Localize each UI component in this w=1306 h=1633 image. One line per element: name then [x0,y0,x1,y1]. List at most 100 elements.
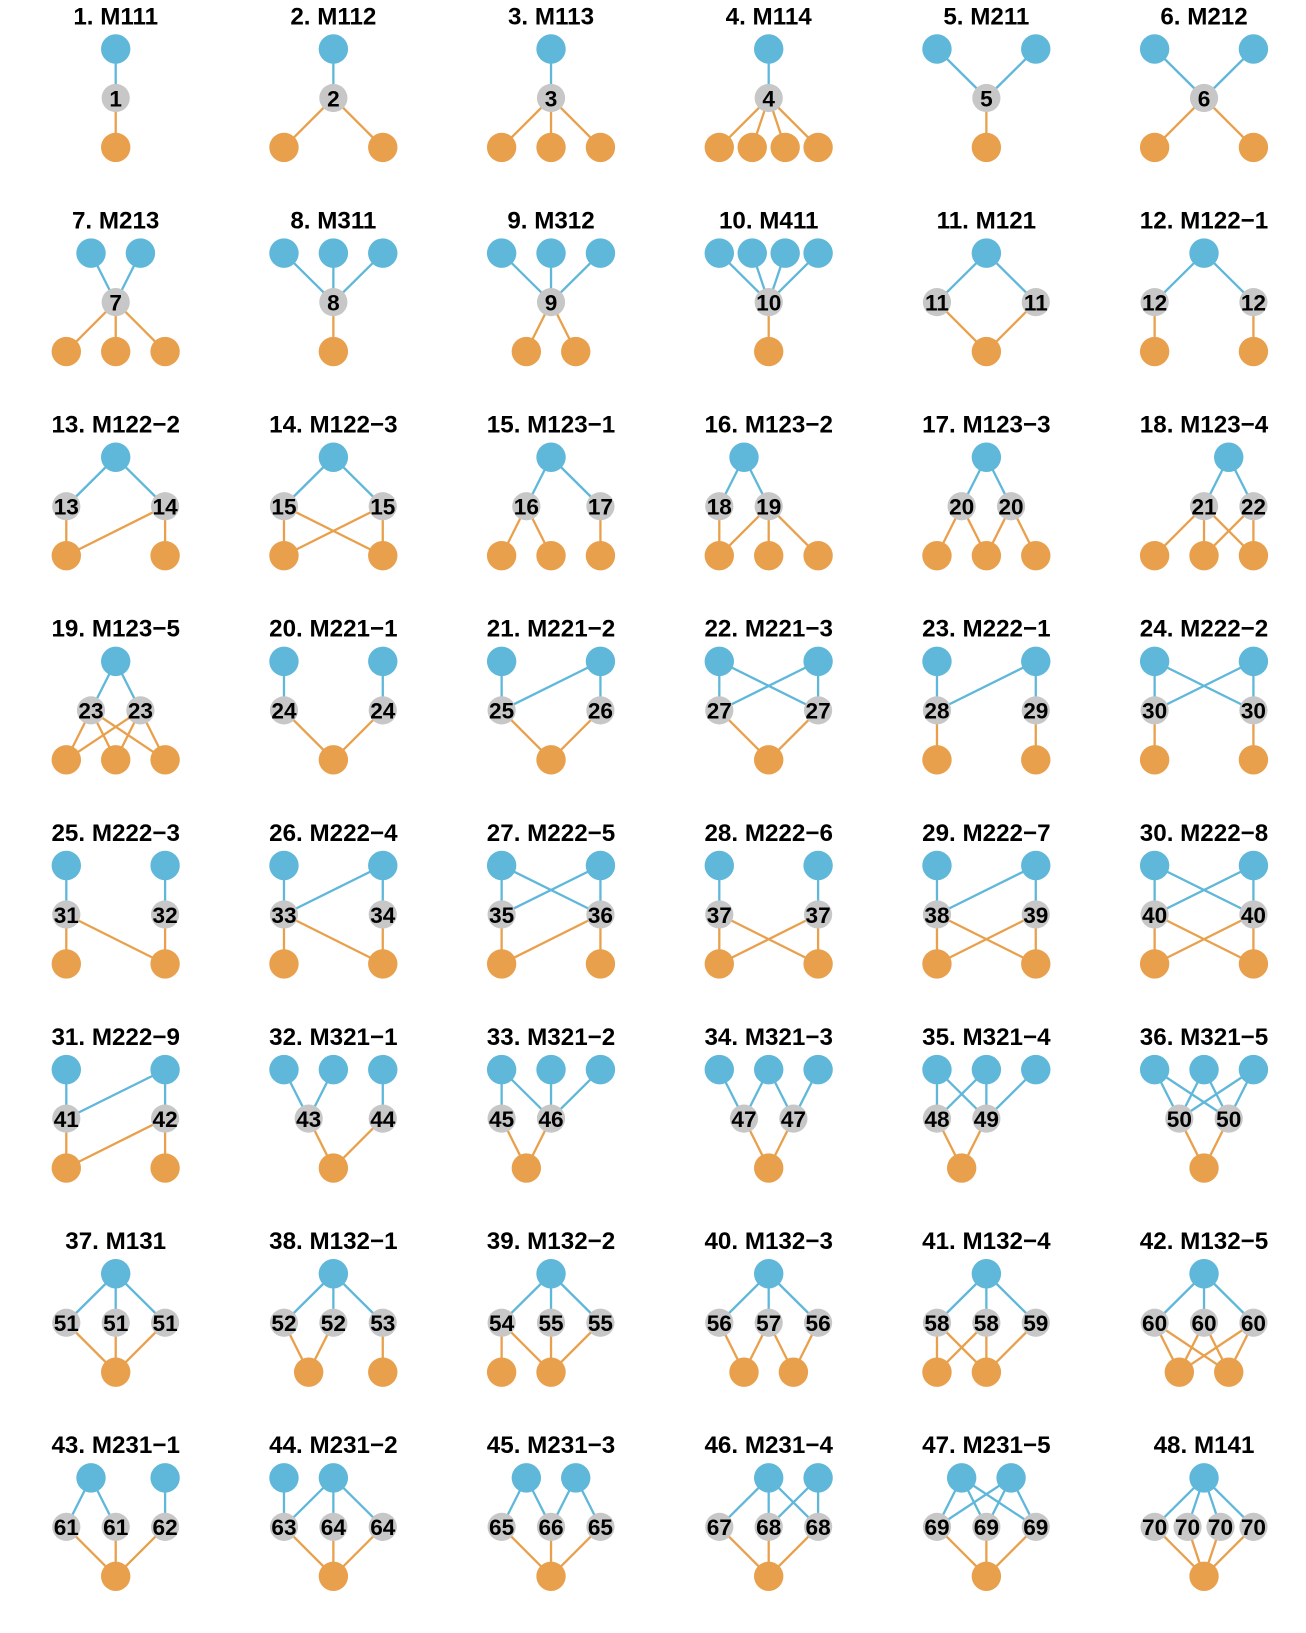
svg-text:19: 19 [756,495,781,520]
svg-text:68: 68 [756,1515,781,1540]
svg-text:48: 48 [924,1107,949,1132]
svg-text:30: 30 [1142,699,1167,724]
svg-text:51: 51 [153,1311,178,1336]
svg-text:44: 44 [370,1107,396,1132]
svg-text:2. M112: 2. M112 [290,3,376,30]
svg-text:23: 23 [78,699,103,724]
svg-text:11: 11 [1024,290,1048,315]
svg-text:21: 21 [1191,495,1216,520]
svg-text:54: 54 [489,1311,515,1336]
svg-text:49: 49 [974,1107,999,1132]
svg-text:47: 47 [731,1107,756,1132]
svg-text:4. M114: 4. M114 [726,3,813,30]
svg-text:47: 47 [781,1107,806,1132]
svg-text:9: 9 [545,290,558,315]
svg-text:38: 38 [924,903,949,928]
svg-text:30. M222−8: 30. M222−8 [1140,820,1268,847]
svg-text:46: 46 [538,1107,563,1132]
svg-text:56: 56 [707,1311,732,1336]
svg-text:35. M321−4: 35. M321−4 [922,1024,1051,1051]
svg-text:6. M212: 6. M212 [1160,3,1247,30]
svg-text:22. M221−3: 22. M221−3 [704,616,832,643]
svg-text:59: 59 [1023,1311,1048,1336]
svg-text:50: 50 [1167,1107,1192,1132]
svg-text:28: 28 [924,699,949,724]
svg-text:24: 24 [370,699,396,724]
svg-text:29. M222−7: 29. M222−7 [922,820,1050,847]
svg-text:41. M132−4: 41. M132−4 [922,1228,1051,1255]
svg-text:15: 15 [271,495,296,520]
svg-text:52: 52 [321,1311,346,1336]
svg-text:42: 42 [153,1107,178,1132]
svg-text:16. M123−2: 16. M123−2 [704,412,832,439]
svg-text:32. M321−1: 32. M321−1 [269,1024,397,1051]
svg-text:33. M321−2: 33. M321−2 [487,1024,615,1051]
svg-text:60: 60 [1191,1311,1216,1336]
svg-text:15. M123−1: 15. M123−1 [487,412,615,439]
svg-text:37: 37 [806,903,831,928]
svg-text:55: 55 [538,1311,563,1336]
svg-text:18: 18 [707,495,732,520]
svg-text:64: 64 [370,1515,396,1540]
svg-text:26. M222−4: 26. M222−4 [269,820,398,847]
svg-text:25: 25 [489,699,514,724]
svg-text:31. M222−9: 31. M222−9 [51,1024,179,1051]
svg-text:69: 69 [1023,1515,1048,1540]
svg-text:69: 69 [974,1515,999,1540]
svg-text:10. M411: 10. M411 [719,207,819,234]
svg-text:25. M222−3: 25. M222−3 [51,820,179,847]
svg-text:70: 70 [1175,1515,1200,1540]
svg-text:27: 27 [707,699,732,724]
svg-text:43. M231−1: 43. M231−1 [51,1432,179,1459]
svg-text:52: 52 [271,1311,296,1336]
svg-text:34: 34 [370,903,396,928]
svg-text:12: 12 [1142,290,1167,315]
svg-text:33: 33 [271,903,296,928]
svg-text:4: 4 [762,86,775,111]
svg-text:65: 65 [588,1515,613,1540]
svg-text:20. M221−1: 20. M221−1 [269,616,397,643]
svg-text:35: 35 [489,903,514,928]
svg-text:5: 5 [980,86,993,111]
svg-text:51: 51 [103,1311,128,1336]
svg-text:70: 70 [1241,1515,1266,1540]
svg-text:17: 17 [588,495,613,520]
svg-text:1: 1 [109,86,122,111]
svg-text:28. M222−6: 28. M222−6 [704,820,832,847]
svg-text:36: 36 [588,903,613,928]
svg-text:44. M231−2: 44. M231−2 [269,1432,397,1459]
svg-text:24: 24 [271,699,297,724]
svg-text:32: 32 [153,903,178,928]
svg-text:10: 10 [756,290,781,315]
svg-text:40. M132−3: 40. M132−3 [704,1228,832,1255]
svg-text:7. M213: 7. M213 [72,207,159,234]
svg-text:51: 51 [54,1311,79,1336]
svg-text:58: 58 [924,1311,949,1336]
svg-text:12: 12 [1241,290,1266,315]
svg-text:45: 45 [489,1107,514,1132]
svg-text:8: 8 [327,290,340,315]
svg-text:67: 67 [707,1515,732,1540]
svg-text:18. M123−4: 18. M123−4 [1140,412,1269,439]
svg-text:8. M311: 8. M311 [290,207,376,234]
svg-text:46. M231−4: 46. M231−4 [704,1432,833,1459]
svg-text:27: 27 [806,699,831,724]
svg-text:27. M222−5: 27. M222−5 [487,820,615,847]
svg-text:13. M122−2: 13. M122−2 [51,412,179,439]
svg-text:19. M123−5: 19. M123−5 [51,616,179,643]
svg-text:63: 63 [271,1515,296,1540]
svg-text:56: 56 [806,1311,831,1336]
svg-text:45. M231−3: 45. M231−3 [487,1432,615,1459]
svg-text:16: 16 [514,495,539,520]
svg-text:57: 57 [756,1311,781,1336]
svg-text:31: 31 [54,903,79,928]
svg-text:69: 69 [924,1515,949,1540]
svg-text:17. M123−3: 17. M123−3 [922,412,1050,439]
svg-text:70: 70 [1142,1515,1167,1540]
svg-text:12. M122−1: 12. M122−1 [1140,207,1268,234]
svg-text:70: 70 [1208,1515,1233,1540]
svg-text:58: 58 [974,1311,999,1336]
svg-text:50: 50 [1216,1107,1241,1132]
svg-text:53: 53 [370,1311,395,1336]
svg-text:36. M321−5: 36. M321−5 [1140,1024,1268,1051]
